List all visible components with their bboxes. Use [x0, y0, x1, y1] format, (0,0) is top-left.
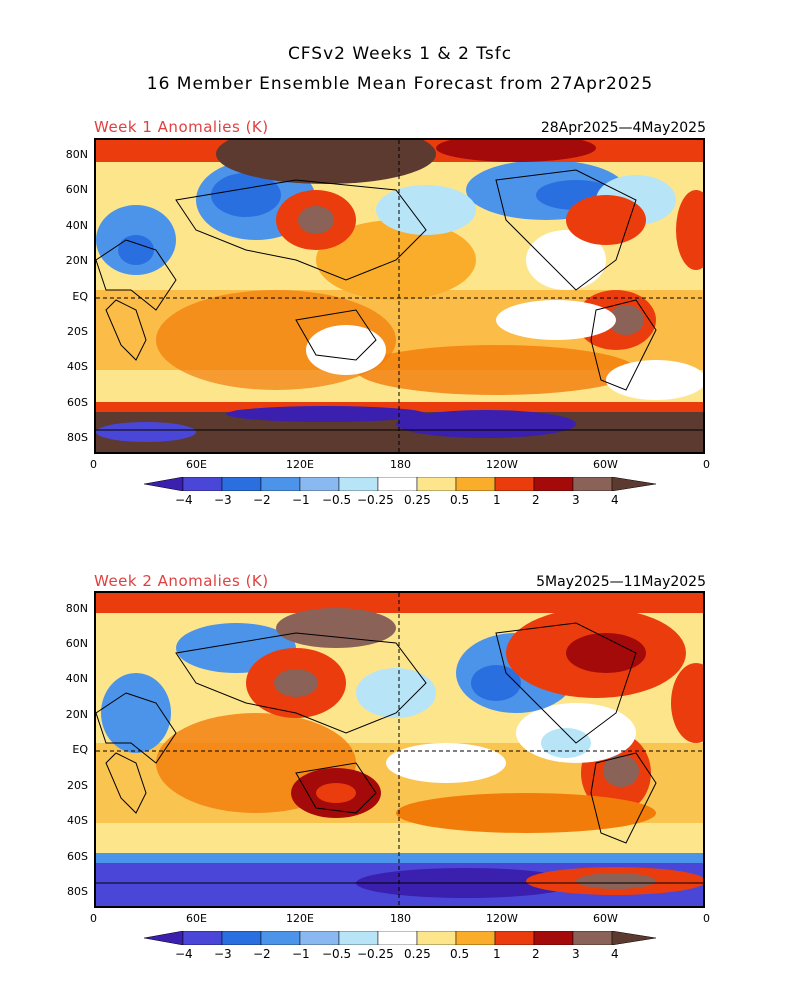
week1-lon-180: 180 [390, 458, 411, 471]
week2-title: Week 2 Anomalies (K) [94, 572, 269, 590]
week2-colorbar [144, 931, 656, 945]
week1-cb-05: 0.5 [450, 493, 470, 507]
week2-lat-20s: 20S [67, 779, 88, 792]
week2-lat-40n: 40N [65, 672, 88, 685]
week1-cb-025: 0.25 [404, 493, 431, 507]
week1-cb-neg05: −0.5 [322, 493, 352, 507]
week1-lat-80n: 80N [65, 148, 88, 161]
week2-cb-3: 3 [572, 947, 580, 961]
week1-lat-40n: 40N [65, 219, 88, 232]
week1-lon-60e: 60E [186, 458, 207, 471]
week1-lat-60s: 60S [67, 396, 88, 409]
week1-cb-neg1: −1 [292, 493, 310, 507]
week1-cb-3: 3 [572, 493, 580, 507]
week1-anomaly-field [96, 140, 703, 452]
week1-lat-eq: EQ [72, 290, 88, 303]
week1-cb-4: 4 [611, 493, 619, 507]
week2-lat-20n: 20N [65, 708, 88, 721]
week2-map [94, 591, 705, 908]
week2-cb-2: 2 [532, 947, 540, 961]
week2-lon-180: 180 [390, 912, 411, 925]
week1-date-range: 28Apr2025—4May2025 [540, 120, 706, 136]
title-line2: 16 Member Ensemble Mean Forecast from 27… [146, 74, 654, 94]
week2-lat-60s: 60S [67, 850, 88, 863]
week1-lon-0-right: 0 [703, 458, 710, 471]
week2-cb-025: 0.25 [404, 947, 431, 961]
week2-cb-neg4: −4 [175, 947, 193, 961]
week1-lat-20n: 20N [65, 254, 88, 267]
week2-lat-60n: 60N [65, 637, 88, 650]
week1-cb-neg2: −2 [253, 493, 271, 507]
week2-lon-0-right: 0 [703, 912, 710, 925]
week1-colorbar [144, 477, 656, 491]
week1-lon-0: 0 [90, 458, 97, 471]
week2-anomaly-field [96, 593, 703, 906]
week2-cb-neg2: −2 [253, 947, 271, 961]
week1-cb-neg3: −3 [214, 493, 232, 507]
week1-title: Week 1 Anomalies (K) [94, 118, 269, 136]
week2-cb-neg3: −3 [214, 947, 232, 961]
week2-cb-4: 4 [611, 947, 619, 961]
week1-lon-120w: 120W [486, 458, 518, 471]
week1-lon-120e: 120E [286, 458, 314, 471]
week2-cb-neg1: −1 [292, 947, 310, 961]
week2-cb-neg025: −0.25 [357, 947, 394, 961]
title-line1: CFSv2 Weeks 1 & 2 Tsfc [287, 44, 513, 64]
week2-cb-neg05: −0.5 [322, 947, 352, 961]
week2-lat-80s: 80S [67, 885, 88, 898]
week2-lat-40s: 40S [67, 814, 88, 827]
week2-lon-0: 0 [90, 912, 97, 925]
week1-lat-80s: 80S [67, 431, 88, 444]
week2-lon-120w: 120W [486, 912, 518, 925]
week2-lon-60e: 60E [186, 912, 207, 925]
week1-cb-neg4: −4 [175, 493, 193, 507]
week1-cb-1: 1 [493, 493, 501, 507]
week1-map [94, 138, 705, 454]
week2-lon-120e: 120E [286, 912, 314, 925]
week2-lat-eq: EQ [72, 743, 88, 756]
week2-cb-1: 1 [493, 947, 501, 961]
week2-date-range: 5May2025—11May2025 [536, 574, 706, 590]
week1-lat-20s: 20S [67, 325, 88, 338]
week2-lat-80n: 80N [65, 602, 88, 615]
week1-lat-60n: 60N [65, 183, 88, 196]
week1-cb-2: 2 [532, 493, 540, 507]
week2-cb-05: 0.5 [450, 947, 470, 961]
week1-cb-neg025: −0.25 [357, 493, 394, 507]
week1-lon-60w: 60W [593, 458, 618, 471]
week2-lon-60w: 60W [593, 912, 618, 925]
week1-lat-40s: 40S [67, 360, 88, 373]
